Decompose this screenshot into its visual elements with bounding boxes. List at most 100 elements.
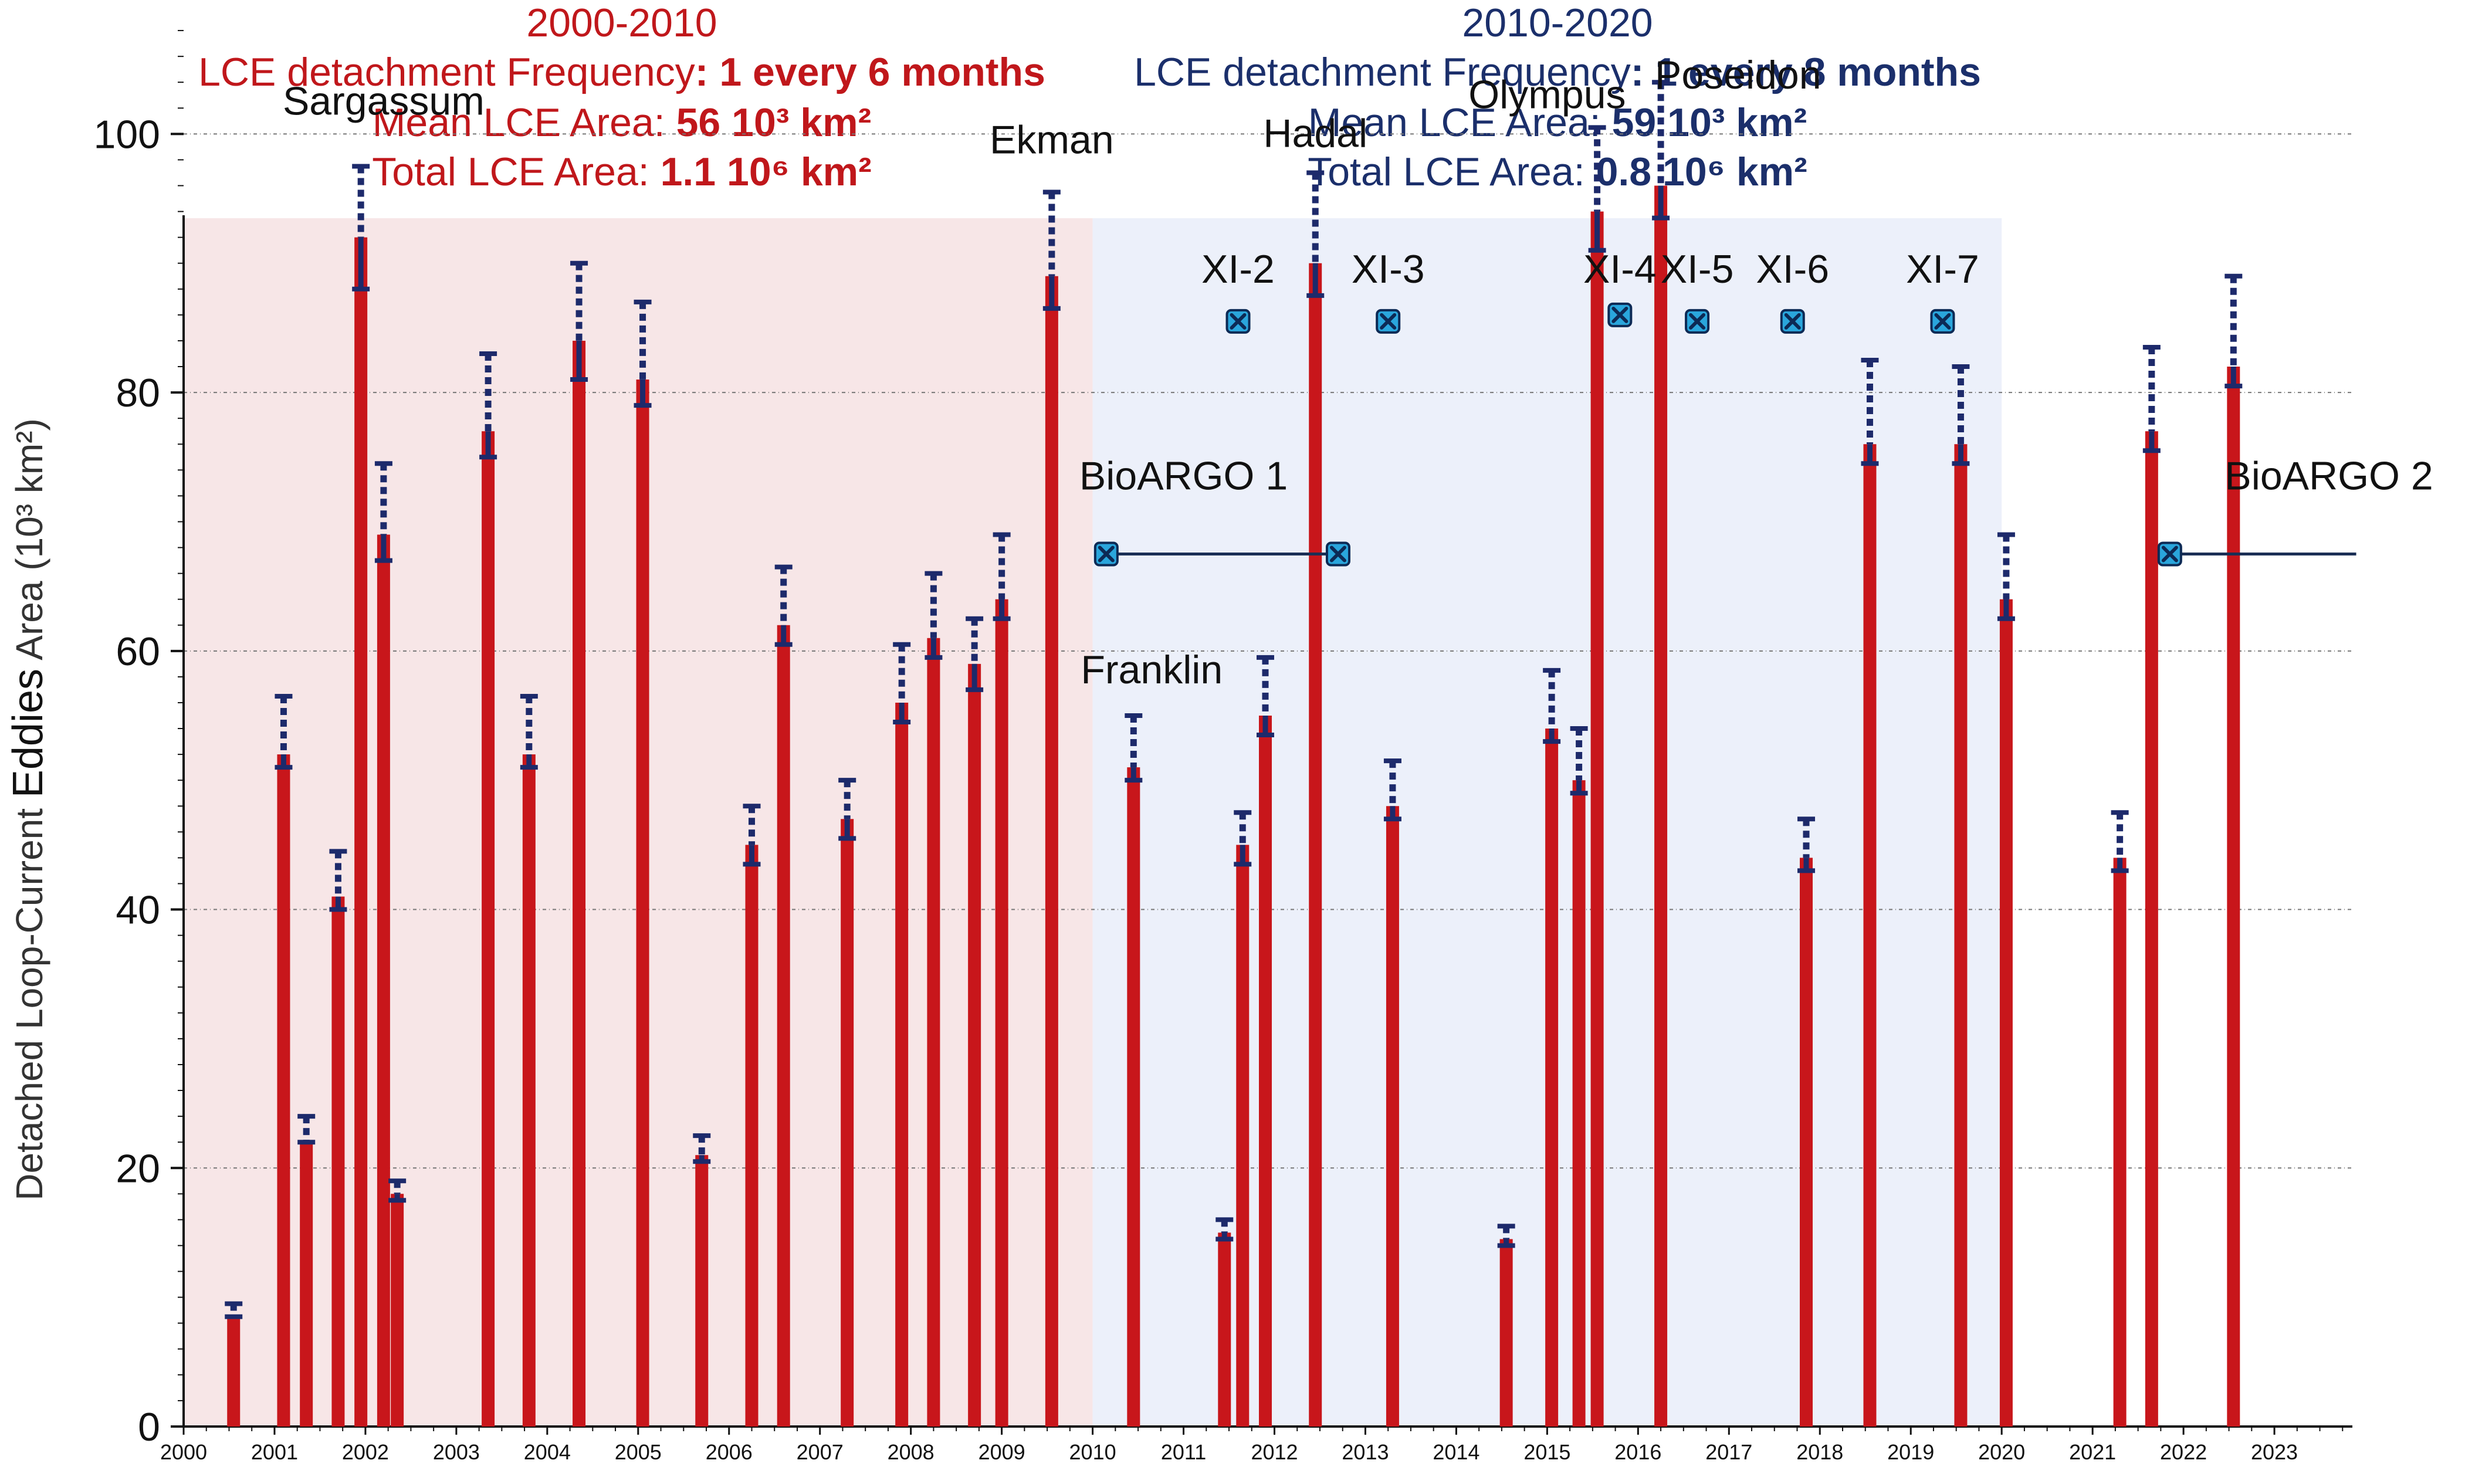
error-bars [225,80,2243,1319]
bar-23 [1259,716,1272,1427]
error-bar-5 [374,461,392,563]
error-bar-28 [1570,726,1588,796]
header-left-period: 2000-2010 [526,1,717,45]
error-bar-6 [388,1178,407,1203]
bar-32 [1863,444,1877,1427]
bar-31 [1800,858,1813,1427]
period-shading [184,218,2002,1427]
header-right-mean-value: 59 10³ km² [1612,100,1807,145]
header-right-frequency-value: : 1 every 8 months [1631,50,1981,94]
marker-cross [1380,313,1397,330]
x-tick-label-2019: 2019 [1887,1440,1934,1464]
header-left-frequency-value: : 1 every 6 months [695,50,1045,94]
bar-33 [1954,444,1968,1427]
x-tick-label-2008: 2008 [888,1440,934,1464]
error-bar-32 [1861,358,1879,466]
float-label-2: BioARGO 2 [2224,453,2433,498]
x-tick-label-2014: 2014 [1433,1440,1479,1464]
x-tick-label-2021: 2021 [2069,1440,2116,1464]
error-bar-7 [479,351,497,460]
error-bar-14 [838,778,856,841]
x-tick-label-2012: 2012 [1251,1440,1298,1464]
bar-35 [2113,858,2127,1427]
bar-14 [841,819,854,1427]
bar-7 [482,431,495,1427]
x-tick-label-2007: 2007 [797,1440,844,1464]
bar-21 [1218,1232,1231,1427]
bar-8 [522,754,536,1427]
bar-20 [1127,767,1140,1427]
error-bar-30 [1652,80,1670,221]
error-bar-25 [1383,758,1401,822]
header-left-total-value: 1.1 10⁶ km² [661,150,872,194]
deployment-label-xi-6: XI-6 [1756,247,1829,292]
error-bar-29 [1588,125,1606,253]
error-bar-12 [743,804,761,867]
header-left-mean: Mean LCE Area: 56 10³ km² [373,100,871,145]
x-tick-label-2020: 2020 [1978,1440,2025,1464]
header-left-mean-value: 56 10³ km² [676,100,872,145]
eddy-name-olympus: Olympus [1468,72,1626,117]
header-right-mean-label: Mean LCE Area: [1308,100,1612,145]
error-bar-24 [1306,170,1325,298]
error-bar-21 [1215,1217,1234,1242]
x-tick-label-2018: 2018 [1796,1440,1843,1464]
bar-12 [745,845,759,1427]
bar-13 [777,625,790,1427]
header-left-frequency-label: LCE detachment Frequency [198,50,695,94]
header-left: 2000-2010 LCE detachment Frequency: 1 ev… [198,1,1045,194]
y-tick-label-20: 20 [116,1146,160,1191]
x-tick-label-2023: 2023 [2251,1440,2298,1464]
x-tick-label-2010: 2010 [1069,1440,1116,1464]
error-bar-36 [2142,344,2161,453]
bar-28 [1572,780,1586,1427]
error-bar-26 [1497,1224,1515,1248]
y-tick-label-0: 0 [138,1405,160,1449]
bar-37 [2227,367,2240,1427]
marker-cross [1329,546,1346,563]
x-tick-label-2016: 2016 [1614,1440,1661,1464]
deployment-marker-xi-7 [1930,309,1955,334]
error-bar-37 [2224,273,2243,389]
error-bar-19 [1042,189,1061,311]
x-tick-label-2013: 2013 [1342,1440,1389,1464]
marker-cross [1689,313,1706,330]
error-bar-3 [329,849,347,912]
error-bar-0 [225,1301,243,1319]
x-tick-label-2002: 2002 [342,1440,389,1464]
error-bar-10 [634,299,652,408]
bar-34 [1999,599,2013,1427]
bar-2 [300,1142,313,1427]
header-right-mean: Mean LCE Area: 59 10³ km² [1308,100,1807,145]
error-bar-4 [352,164,370,292]
y-tick-label-80: 80 [116,371,160,415]
float-marker-start-2 [2157,541,2182,567]
deployment-marker-xi-5 [1685,309,1710,334]
deployment-label-xi-2: XI-2 [1201,247,1275,292]
error-bar-31 [1797,816,1816,873]
float-label-1: BioARGO 1 [1079,453,1288,498]
eddy-name-franklin: Franklin [1081,648,1223,692]
bar-4 [354,237,368,1427]
header-left-total-label: Total LCE Area: [372,150,660,194]
float-marker-start-1 [1093,541,1119,567]
header-left-frequency: LCE detachment Frequency: 1 every 6 mont… [198,50,1045,94]
error-bar-16 [925,571,943,660]
error-bar-20 [1125,713,1143,783]
deployment-marker-xi-3 [1376,309,1401,334]
y-axis-title: Detached Loop-Current Eddies Area (10³ k… [5,418,52,1201]
y-axis-title-prefix: Detached Loop-Current [8,798,50,1201]
error-bar-2 [297,1114,316,1145]
x-tick-label-2006: 2006 [706,1440,753,1464]
bar-27 [1545,729,1559,1427]
bar-19 [1045,276,1058,1427]
header-left-total: Total LCE Area: 1.1 10⁶ km² [372,150,872,194]
y-tick-label-40: 40 [116,888,160,933]
markers [1093,302,2182,567]
error-bar-27 [1543,668,1561,744]
x-tick-label-2004: 2004 [524,1440,571,1464]
error-bar-1 [275,693,293,770]
x-tick-label-2011: 2011 [1161,1440,1206,1464]
error-bar-35 [2111,810,2129,873]
